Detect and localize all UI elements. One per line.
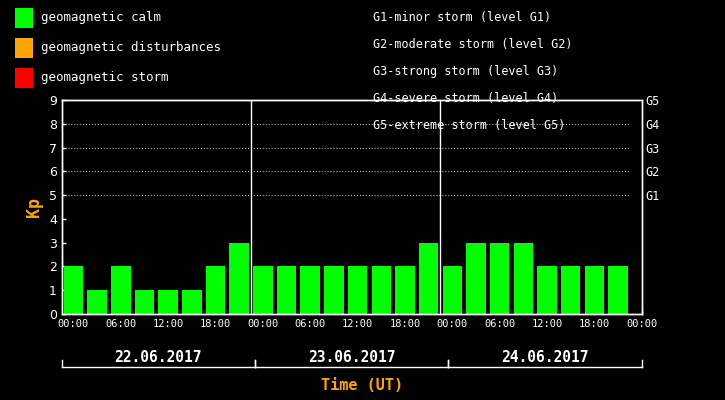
Bar <box>206 266 225 314</box>
Bar <box>135 290 154 314</box>
Bar <box>277 266 297 314</box>
Bar <box>348 266 368 314</box>
Bar <box>608 266 628 314</box>
Text: G5-extreme storm (level G5): G5-extreme storm (level G5) <box>373 119 566 132</box>
Bar <box>88 290 107 314</box>
Text: G3-strong storm (level G3): G3-strong storm (level G3) <box>373 65 559 78</box>
Bar <box>490 243 509 314</box>
Text: geomagnetic storm: geomagnetic storm <box>41 72 169 84</box>
Bar <box>371 266 391 314</box>
Bar <box>466 243 486 314</box>
Bar <box>395 266 415 314</box>
Y-axis label: Kp: Kp <box>25 197 44 217</box>
Text: geomagnetic disturbances: geomagnetic disturbances <box>41 42 221 54</box>
Bar <box>584 266 604 314</box>
Text: 23.06.2017: 23.06.2017 <box>308 350 395 366</box>
Bar <box>300 266 320 314</box>
Bar <box>419 243 439 314</box>
Text: G4-severe storm (level G4): G4-severe storm (level G4) <box>373 92 559 105</box>
Text: 24.06.2017: 24.06.2017 <box>501 350 589 366</box>
Text: 22.06.2017: 22.06.2017 <box>115 350 202 366</box>
Bar <box>442 266 462 314</box>
Bar <box>64 266 83 314</box>
Text: Time (UT): Time (UT) <box>321 378 404 393</box>
Bar <box>561 266 580 314</box>
Text: G1-minor storm (level G1): G1-minor storm (level G1) <box>373 12 552 24</box>
Bar <box>537 266 557 314</box>
Bar <box>513 243 533 314</box>
Text: G2-moderate storm (level G2): G2-moderate storm (level G2) <box>373 38 573 51</box>
Bar <box>159 290 178 314</box>
Bar <box>111 266 130 314</box>
Bar <box>182 290 202 314</box>
Bar <box>253 266 273 314</box>
Bar <box>230 243 249 314</box>
Bar <box>324 266 344 314</box>
Text: geomagnetic calm: geomagnetic calm <box>41 12 162 24</box>
